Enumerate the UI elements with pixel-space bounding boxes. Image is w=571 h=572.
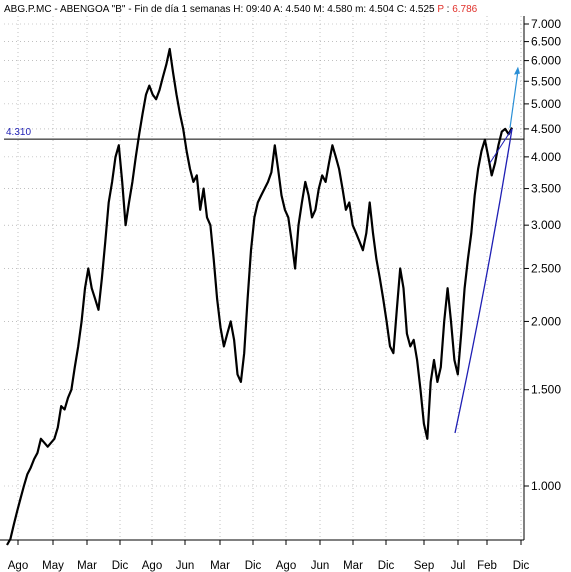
x-tick-label: Dic — [378, 560, 395, 572]
price-line — [6, 47, 513, 546]
header-p-value: 6.786 — [452, 4, 477, 15]
x-tick-label: Ago — [142, 560, 162, 572]
header-h-value: 09:40 — [246, 4, 271, 15]
x-tick-label: Mar — [77, 560, 97, 572]
x-tick-label: Dic — [245, 560, 262, 572]
y-tick-label: 3.500 — [531, 182, 561, 196]
x-tick-label: Sep — [414, 560, 434, 572]
x-tick-label: Mar — [343, 560, 363, 572]
header-c-label: C: — [397, 4, 407, 15]
y-tick-label: 3.000 — [531, 218, 561, 232]
y-tick-label: 6.000 — [531, 54, 561, 68]
header-name: ABENGOA "B" — [60, 4, 126, 15]
x-tick-label: Ago — [276, 560, 296, 572]
y-tick-label: 1.000 — [531, 479, 561, 493]
chart-header: ABG.P.MC - ABENGOA "B" - Fin de día 1 se… — [4, 4, 478, 15]
arrow-shaft — [509, 70, 519, 128]
header-m-label: M: — [313, 4, 324, 15]
x-tick-label: May — [42, 560, 64, 572]
x-tick-label: Feb — [477, 560, 497, 572]
y-tick-label: 7.000 — [531, 17, 561, 31]
level-label: 4.310 — [6, 127, 31, 138]
header-mn-label: m: — [355, 4, 366, 15]
y-tick-label: 4.000 — [531, 150, 561, 164]
trendline-segment — [489, 128, 513, 164]
header-c-value: 4.525 — [410, 4, 435, 15]
x-tick-label: Jun — [176, 560, 195, 572]
projection-arrow — [509, 66, 520, 128]
arrow-head — [514, 66, 520, 75]
header-p-label: P — [437, 4, 444, 15]
resistance-level: 4.310 — [4, 127, 524, 140]
header-period: Fin de día 1 semanas — [134, 4, 230, 15]
trendline-path — [454, 128, 513, 434]
header-symbol: ABG.P.MC — [4, 4, 52, 15]
header-a-label: A: — [273, 4, 282, 15]
y-tick-label: 1.500 — [531, 383, 561, 397]
header-mn-value: 4.504 — [369, 4, 394, 15]
x-axis: Ago May Mar Dic Ago Jun Mar Dic Ago Jun Mar Dic Sep J… — [0, 539, 530, 572]
grid — [4, 16, 524, 540]
x-tick-label: Dic — [513, 560, 530, 572]
x-tick-label: Jun — [311, 560, 330, 572]
header-m-value: 4.580 — [327, 4, 352, 15]
price-series — [6, 47, 513, 546]
x-tick-label: Dic — [112, 560, 129, 572]
trendline — [454, 128, 513, 434]
y-tick-label: 4.500 — [531, 122, 561, 136]
header-h-label: H: — [233, 4, 243, 15]
y-tick-label: 6.500 — [531, 35, 561, 49]
x-tick-label: Jul — [451, 560, 466, 572]
y-tick-label: 2.500 — [531, 261, 561, 275]
x-tick-label: Ago — [8, 560, 28, 572]
y-axis: 7.000 6.500 6.000 5.500 5.000 4.500 4.000 3.500… — [523, 16, 561, 540]
y-tick-label: 2.000 — [531, 314, 561, 328]
header-a-value: 4.540 — [286, 4, 311, 15]
x-tick-label: Mar — [210, 560, 230, 572]
y-tick-label: 5.500 — [531, 74, 561, 88]
y-tick-label: 5.000 — [531, 97, 561, 111]
